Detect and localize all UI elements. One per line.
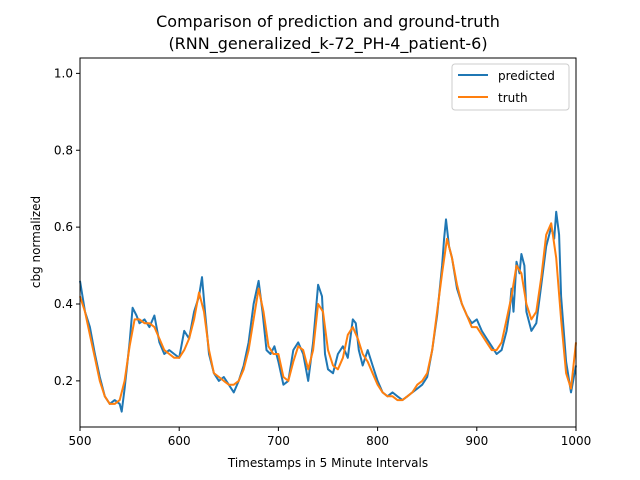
x-axis-label: Timestamps in 5 Minute Intervals bbox=[227, 456, 428, 470]
x-tick-label: 800 bbox=[366, 434, 389, 448]
x-tick-label: 900 bbox=[465, 434, 488, 448]
y-axis-label: cbg normalized bbox=[29, 196, 43, 288]
x-tick-label: 600 bbox=[168, 434, 191, 448]
legend: predicted truth bbox=[451, 63, 570, 111]
legend-label-truth: truth bbox=[498, 91, 528, 105]
plot-area bbox=[79, 210, 577, 413]
chart-title: Comparison of prediction and ground-trut… bbox=[156, 12, 500, 31]
chart-subtitle: (RNN_generalized_k-72_PH-4_patient-6) bbox=[168, 34, 487, 54]
plot-frame bbox=[79, 57, 577, 428]
series-line-truth bbox=[79, 222, 577, 405]
x-tick-label: 1000 bbox=[561, 434, 592, 448]
y-tick-label: 0.8 bbox=[54, 143, 73, 157]
y-tick-label: 0.4 bbox=[54, 297, 73, 311]
series-line-predicted bbox=[79, 210, 577, 413]
axis-ticks: 500 600 700 800 900 1000 0.2 0.4 0.6 0.8 1.0 bbox=[54, 66, 591, 448]
legend-label-predicted: predicted bbox=[498, 69, 555, 83]
y-tick-label: 0.2 bbox=[54, 374, 73, 388]
y-tick-label: 0.6 bbox=[54, 220, 73, 234]
x-tick-label: 500 bbox=[69, 434, 92, 448]
x-tick-label: 700 bbox=[267, 434, 290, 448]
y-tick-label: 1.0 bbox=[54, 66, 73, 80]
